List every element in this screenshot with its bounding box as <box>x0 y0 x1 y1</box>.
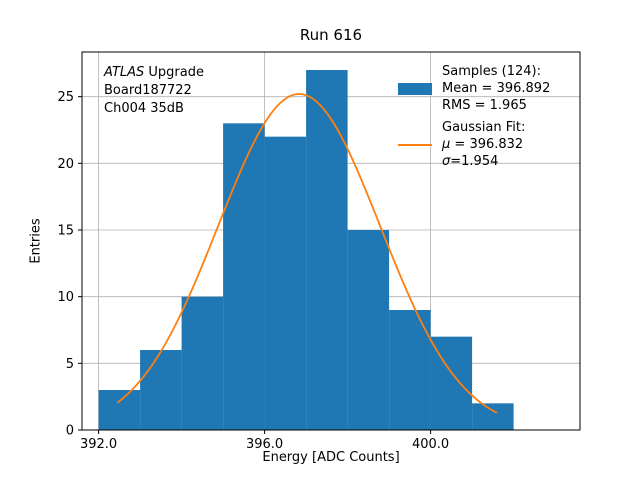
legend-rms-label: RMS = 1.965 <box>442 98 527 113</box>
legend-rms-row: RMS = 1.965 <box>398 97 550 114</box>
legend: Samples (124): Mean = 396.892 RMS = 1.96… <box>398 63 550 170</box>
annotation-line-3: Ch004 35dB <box>104 101 184 116</box>
mu-value: = 396.832 <box>450 137 524 152</box>
annotation-line-2: Board187722 <box>104 83 192 98</box>
histogram-bar <box>472 403 514 430</box>
x-tick-label: 396.0 <box>246 437 283 452</box>
y-tick-label: 10 <box>57 290 74 305</box>
x-tick-label: 392.0 <box>80 437 117 452</box>
fit-line-swatch-icon <box>398 143 432 146</box>
axes-frame <box>81 51 581 431</box>
histogram-bar <box>389 310 431 430</box>
y-tick-label: 0 <box>66 424 74 439</box>
legend-mu-label: μ = 396.832 <box>442 137 523 152</box>
legend-mu-row: μ = 396.832 <box>398 136 550 153</box>
y-tick-label: 15 <box>57 224 74 239</box>
legend-mean-label: Mean = 396.892 <box>442 81 551 96</box>
y-tick-label: 5 <box>66 357 74 372</box>
x-tick-label: 400.0 <box>412 437 449 452</box>
annotation-block: ATLAS Upgrade Board187722 Ch004 35dB <box>104 64 204 118</box>
legend-fit-header-row: Gaussian Fit: <box>398 119 550 136</box>
histogram-bar <box>140 350 182 430</box>
histogram-bar <box>98 390 141 430</box>
annotation-upgrade: Upgrade <box>144 65 204 80</box>
annotation-atlas: ATLAS <box>104 65 145 80</box>
chart-title: Run 616 <box>299 26 363 44</box>
legend-hist-swatch <box>398 82 432 95</box>
y-axis-label: Entries <box>28 218 44 264</box>
legend-fit-line-marker <box>398 143 432 146</box>
legend-fit-header: Gaussian Fit: <box>442 120 526 135</box>
gaussian-fit-curve <box>116 93 498 414</box>
histogram-swatch-icon <box>398 82 432 95</box>
y-tick-label: 25 <box>57 90 74 105</box>
legend-mean-row: Mean = 396.892 <box>398 80 550 97</box>
x-axis-label: Energy [ADC Counts] <box>262 450 400 465</box>
histogram-bar <box>223 123 265 430</box>
mu-symbol: μ <box>442 137 451 152</box>
annotation-line-1: ATLAS Upgrade <box>104 64 204 82</box>
histogram-bar <box>347 230 390 430</box>
y-tick-label: 20 <box>57 157 74 172</box>
legend-sigma-row: σ=1.954 <box>398 153 550 170</box>
legend-samples-header-row: Samples (124): <box>398 63 550 80</box>
histogram-bar <box>306 70 348 430</box>
histogram-bar <box>181 296 224 430</box>
legend-samples-header: Samples (124): <box>442 64 541 79</box>
sigma-symbol: σ <box>442 154 451 169</box>
sigma-value: =1.954 <box>450 154 499 169</box>
histogram-bar <box>264 136 307 430</box>
legend-sigma-label: σ=1.954 <box>442 154 498 169</box>
